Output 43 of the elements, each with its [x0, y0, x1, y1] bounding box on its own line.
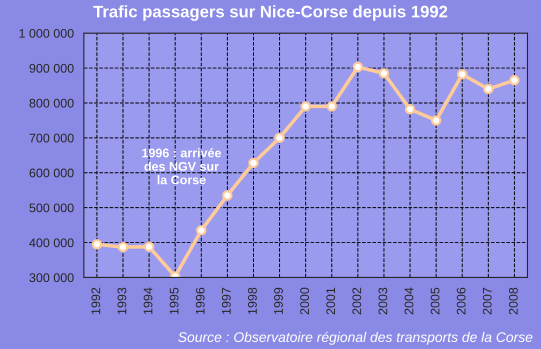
point [404, 104, 416, 114]
x-tick-label: 2004 [404, 288, 414, 314]
y-tick-label: 900 000 [30, 64, 74, 73]
point [378, 68, 390, 78]
x-tick-label: 2002 [352, 288, 362, 314]
y-tick-label: 700 000 [30, 134, 74, 143]
x-tick-label: 1999 [274, 288, 283, 314]
x-tick-label: 2001 [326, 288, 336, 314]
point [248, 158, 259, 168]
point [92, 239, 102, 250]
point [222, 190, 233, 201]
x-tick-label: 1994 [144, 288, 152, 314]
x-tick-label: 2000 [300, 288, 310, 314]
point [483, 84, 494, 94]
point [326, 101, 337, 112]
x-tick-label: 2005 [430, 288, 440, 314]
source-note: Source : Observatoire régional des transports de la Corse [178, 332, 532, 345]
point [300, 101, 311, 112]
x-tick-label: 2006 [456, 288, 466, 314]
point [430, 115, 442, 126]
x-tick-label: 2003 [378, 288, 388, 314]
x-tick-label: 1993 [118, 288, 126, 314]
x-tick-label: 1997 [222, 288, 231, 314]
y-tick-label: 1 000 000 [19, 28, 74, 38]
y-tick-label: 600 000 [30, 168, 74, 178]
y-tick-label: 800 000 [29, 98, 74, 108]
point [118, 242, 128, 252]
x-tick-label: 2007 [482, 288, 492, 314]
x-tick-label: 1996 [196, 288, 205, 314]
x-tick-label: 1998 [248, 288, 257, 314]
x-tick-label: 1992 [91, 288, 100, 314]
y-tick-label: 400 000 [29, 238, 74, 248]
point [352, 62, 364, 72]
chart-title: Trafic passagers sur Nice-Corse depuis 1992 [93, 5, 448, 21]
y-tick-label: 300 000 [29, 273, 74, 282]
point [509, 75, 520, 86]
point [144, 242, 154, 252]
point [274, 132, 285, 144]
point [457, 69, 468, 80]
y-tick-label: 500 000 [29, 203, 74, 212]
point [196, 225, 206, 236]
x-tick-label: 1995 [170, 288, 179, 314]
x-tick-label: 2008 [508, 288, 518, 314]
